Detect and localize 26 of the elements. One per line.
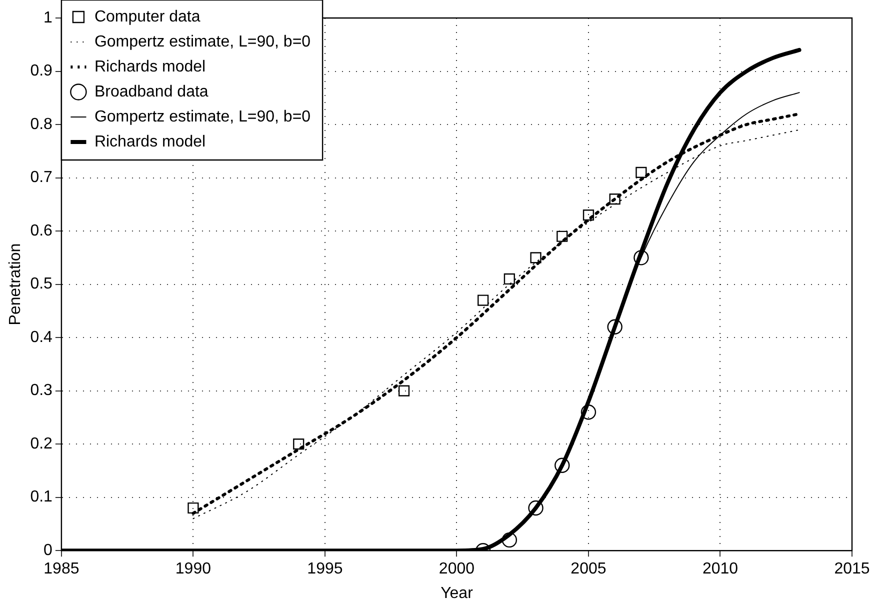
legend-label: Broadband data [94,83,208,100]
y-tick-label: 0.2 [30,435,53,452]
y-tick-label: 0.9 [30,62,53,80]
legend-label: Gompertz estimate, L=90, b=0 [94,108,311,126]
legend-label: Computer data [94,8,200,26]
y-tick-label: 0.6 [30,222,53,240]
legend-label: Gompertz estimate, L=90, b=0 [94,33,311,50]
y-tick-label: 1 [44,9,53,26]
legend-label: Richards model [94,58,206,76]
y-tick-label: 0.7 [30,169,53,186]
x-tick-label: 2010 [702,560,738,578]
y-tick-label: 0.5 [30,276,53,293]
y-tick-label: 0.3 [30,382,53,400]
x-tick-label: 1995 [307,560,343,578]
legend-label: Richards model [94,133,206,150]
y-tick-label: 0 [44,542,53,560]
x-tick-label: 1990 [175,560,212,578]
y-axis-title: Penetration [7,243,24,326]
x-tick-label: 1985 [44,560,80,578]
x-tick-label: 2005 [570,560,606,578]
x-tick-label: 2015 [834,560,870,578]
y-tick-label: 0.1 [30,488,53,506]
y-tick-label: 0.8 [30,116,53,133]
x-tick-label: 2000 [438,560,475,578]
x-axis-title: Year [440,584,474,602]
y-tick-label: 0.4 [30,328,53,346]
